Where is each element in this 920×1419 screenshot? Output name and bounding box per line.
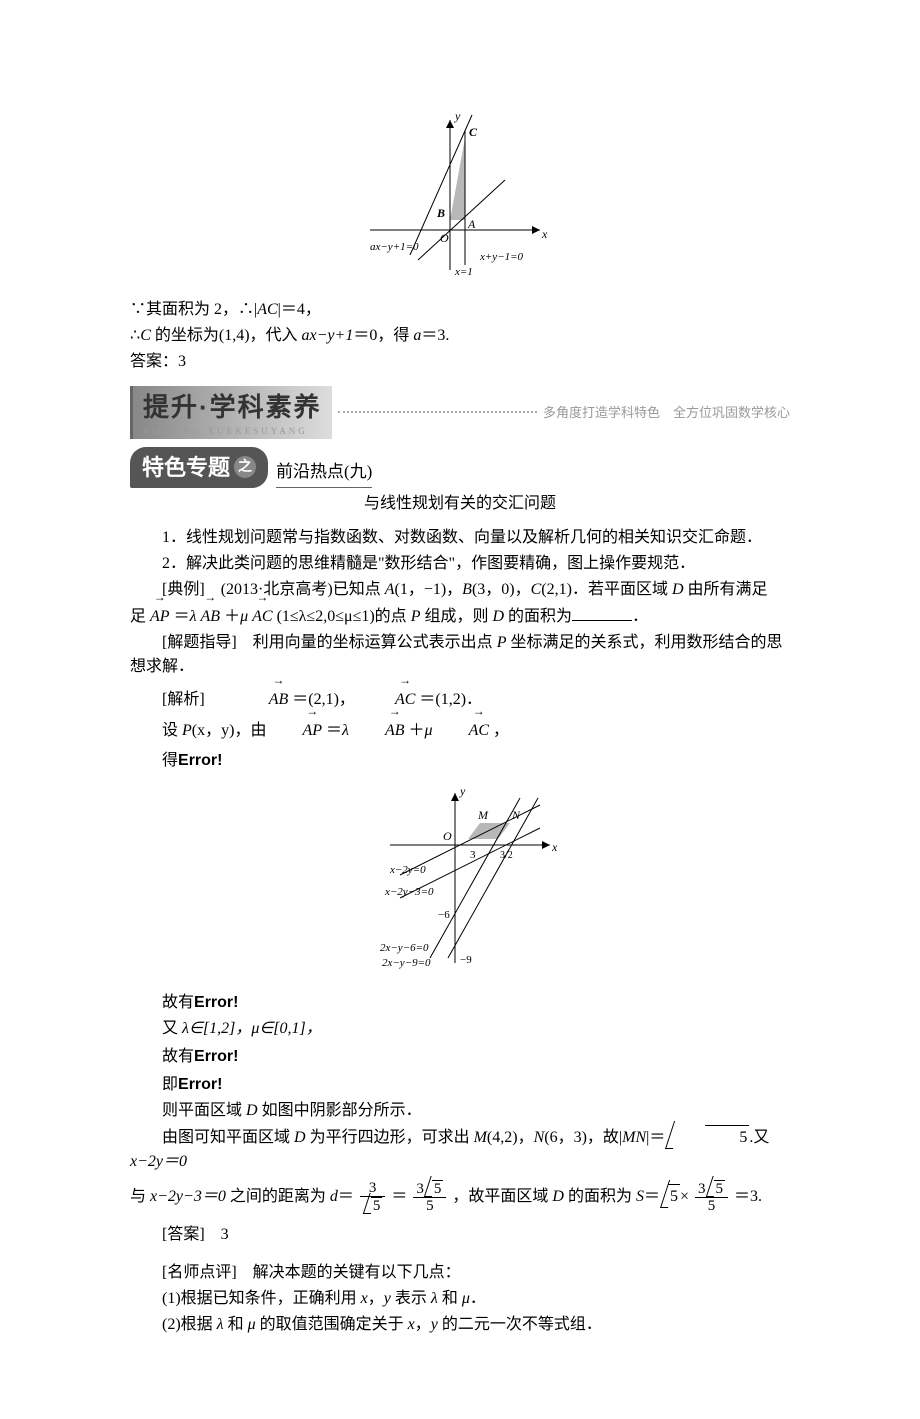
svg-text:O: O xyxy=(443,829,452,843)
banner-title: 提升·学科素养 xyxy=(143,388,322,427)
svg-text:2x−y−9=0: 2x−y−9=0 xyxy=(382,957,431,969)
fig1-line-left: ax−y+1=0 xyxy=(370,241,419,253)
figure-2: y x O M N 3 3/2 x−2y=0 x−2y−3=0 −6 2x−y−… xyxy=(130,783,790,981)
intro-1: 1．线性规划问题常与指数函数、对数函数、向量以及解析几何的相关知识交汇命题． xyxy=(130,526,790,550)
svg-text:2x−y−6=0: 2x−y−6=0 xyxy=(380,942,429,954)
pre-answer: 答案：3 xyxy=(130,350,790,374)
solve-l3: 得Error! xyxy=(130,749,790,773)
fig1-x-label: x xyxy=(541,227,548,241)
fig1-y-label: y xyxy=(454,110,461,123)
solve-l5: 又 λ∈[1,2]，μ∈[0,1]， xyxy=(130,1017,790,1041)
svg-text:3: 3 xyxy=(470,849,476,861)
svg-text:−9: −9 xyxy=(460,954,472,966)
svg-text:−6: −6 xyxy=(438,909,450,921)
fig1-C: C xyxy=(469,125,478,139)
comment-2: (2)根据 λ 和 μ 的取值范围确定关于 x，y 的二元一次不等式组． xyxy=(130,1313,790,1337)
fig1-line-right: x+y−1=0 xyxy=(479,251,524,263)
fill-blank xyxy=(572,605,632,621)
guide: [解题指导] 利用向量的坐标运算公式表示出点 P 坐标满足的关系式，利用数形结合… xyxy=(130,631,790,679)
solve-l8: 则平面区域 D 如图中阴影部分所示． xyxy=(130,1099,790,1123)
comment-1: (1)根据已知条件，正确利用 x，y 表示 λ 和 μ． xyxy=(130,1287,790,1311)
fig1-B: B xyxy=(436,206,445,220)
solve-l9: 由图可知平面区域 D 为平行四边形，可求出 M(4,2)，N(6，3)，故|MN… xyxy=(130,1125,790,1174)
svg-text:3/2: 3/2 xyxy=(500,850,513,861)
banner-pinyin: TISHENG XUEKESUYANG xyxy=(143,425,322,439)
solve-l7: 即Error! xyxy=(130,1073,790,1097)
example-stem-2: 足 AP ＝λ AB ＋μ AC (1≤λ≤2,0≤μ≤1)的点 P 组成，则 … xyxy=(130,602,790,629)
comment-lead: [名师点评] 解决本题的关键有以下几点： xyxy=(130,1261,790,1285)
svg-text:x−2y−3=0: x−2y−3=0 xyxy=(384,886,434,898)
svg-text:y: y xyxy=(459,784,466,798)
section-banner: 提升·学科素养 TISHENG XUEKESUYANG 多角度打造学科特色 全方… xyxy=(130,386,790,439)
figure-1: y x O A B C ax−y+1=0 x+y−1=0 x=1 xyxy=(130,110,790,288)
topic-zi: 之 xyxy=(234,456,256,478)
solve-l2: 设 P(x，y)，由 AP ＝λ AB ＋μ AC ， xyxy=(130,716,790,743)
solve-l4: 故有Error! xyxy=(130,991,790,1015)
solve-l6: 故有Error! xyxy=(130,1045,790,1069)
fig1-O: O xyxy=(440,231,449,245)
svg-text:x: x xyxy=(551,840,558,854)
banner-right: 多角度打造学科特色 全方位巩固数学核心 xyxy=(543,403,790,423)
answer: [答案] 3 xyxy=(130,1223,790,1247)
topic-pill-text: 特色专题 xyxy=(142,451,230,484)
topic-sub: 前沿热点(九) xyxy=(276,459,372,488)
topic-title: 与线性规划有关的交汇问题 xyxy=(130,492,790,516)
fig1-A: A xyxy=(467,217,476,231)
svg-text:x−2y=0: x−2y=0 xyxy=(389,864,426,876)
svg-text:N: N xyxy=(511,808,521,822)
pre-p1: ∵其面积为 2，∴|AC|＝4， xyxy=(130,298,790,322)
solve-l10: 与 x−2y−3＝0 之间的距离为 d＝ 35 ＝ 355 ，故平面区域 D 的… xyxy=(130,1180,790,1215)
pre-p2: ∴C 的坐标为(1,4)，代入 ax−y+1＝0，得 a＝3. xyxy=(130,324,790,348)
special-topic: 特色专题 之 前沿热点(九) xyxy=(130,447,790,488)
example-stem: [典例] (2013·北京高考)已知点 A(1，−1)，B(3，0)，C(2,1… xyxy=(130,578,790,602)
svg-text:M: M xyxy=(477,808,489,822)
intro-2: 2．解决此类问题的思维精髓是"数形结合"，作图要精确，图上操作要规范． xyxy=(130,552,790,576)
fig1-line-vert: x=1 xyxy=(454,266,473,278)
